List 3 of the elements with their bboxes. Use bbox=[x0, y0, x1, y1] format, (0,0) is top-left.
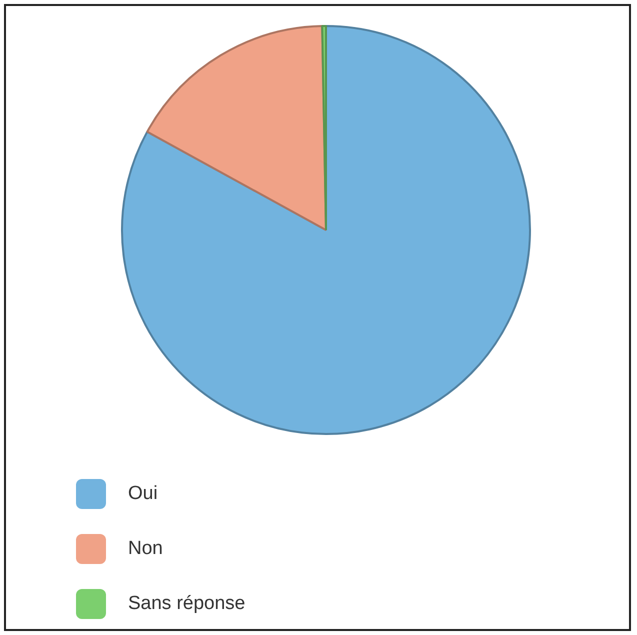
legend-label: Non bbox=[128, 538, 163, 560]
legend-label: Sans réponse bbox=[128, 592, 246, 614]
legend-label: Oui bbox=[128, 482, 158, 504]
